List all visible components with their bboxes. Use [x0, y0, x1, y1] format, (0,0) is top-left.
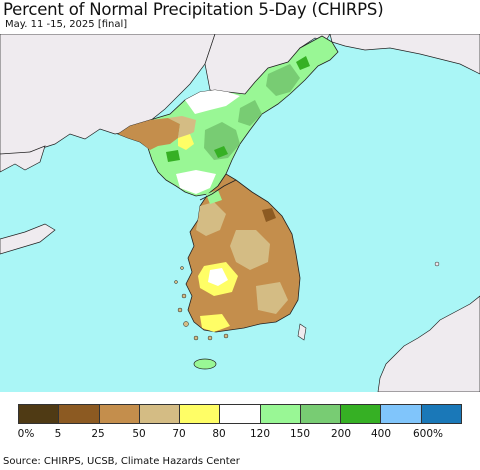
coastal-islands — [174, 266, 229, 341]
legend-color-bar — [18, 404, 462, 424]
sk-near-normal-southwest — [208, 268, 228, 286]
legend-swatch — [99, 405, 140, 423]
legend-label: 150 — [289, 428, 311, 440]
source-credit: Source: CHIRPS, UCSB, Climate Hazards Ce… — [3, 456, 240, 467]
nk-wet-east — [238, 100, 262, 126]
nk-very-wet-spot-3 — [296, 56, 310, 70]
legend-label: 70 — [172, 428, 186, 440]
sk-light-brown-west — [196, 202, 226, 236]
nk-near-normal-south — [176, 170, 216, 194]
legend-label: 5 — [54, 428, 62, 440]
legend-swatch — [180, 405, 221, 423]
legend-labels: 0% 5 25 50 70 80 120 150 200 400 600% — [0, 428, 480, 442]
legend-label: 0% — [17, 428, 35, 440]
nk-wet-central — [204, 122, 240, 160]
precipitation-map — [0, 34, 480, 392]
map-subtitle: May. 11 -15, 2025 [final] — [5, 19, 128, 30]
legend-label: 200 — [330, 428, 352, 440]
japan-land — [377, 295, 480, 392]
legend-label: 600% — [412, 428, 444, 440]
legend-swatch — [260, 405, 301, 423]
nk-light-brown-west — [168, 116, 196, 138]
legend-label: 80 — [212, 428, 226, 440]
legend-label: 400 — [370, 428, 392, 440]
sk-light-brown-southeast — [256, 282, 288, 314]
legend-label: 25 — [91, 428, 105, 440]
legend-label: 50 — [132, 428, 146, 440]
legend-swatch — [139, 405, 181, 423]
map-title: Percent of Normal Precipitation 5-Day (C… — [3, 0, 384, 19]
liaodong-peninsula — [0, 145, 46, 173]
legend-swatch — [341, 405, 382, 423]
nk-dry-west — [118, 118, 180, 150]
legend-swatch — [220, 405, 261, 423]
sk-light-brown-central — [230, 230, 270, 270]
legend-swatch — [59, 405, 100, 423]
tsushima-island — [297, 323, 307, 341]
legend-swatch — [19, 405, 60, 423]
nk-very-wet-spot — [166, 150, 180, 162]
sk-yellow-south-coast — [200, 314, 230, 332]
legend-label: 120 — [249, 428, 271, 440]
nk-wet-northeast — [266, 64, 300, 96]
jeju-island — [193, 358, 217, 370]
legend-swatch — [381, 405, 422, 423]
legend-swatch — [421, 405, 461, 423]
russia-land — [329, 34, 480, 75]
legend-swatch — [300, 405, 342, 423]
nk-very-wet-spot-2 — [214, 146, 228, 158]
dmz-border — [199, 179, 237, 201]
sk-wet-northwest — [206, 190, 222, 204]
shandong-peninsula — [0, 223, 56, 255]
nk-yellow-patch — [178, 134, 194, 150]
ulleung-island — [434, 261, 440, 267]
sk-very-dry-spot — [262, 208, 276, 222]
nk-near-normal-north — [185, 90, 240, 114]
